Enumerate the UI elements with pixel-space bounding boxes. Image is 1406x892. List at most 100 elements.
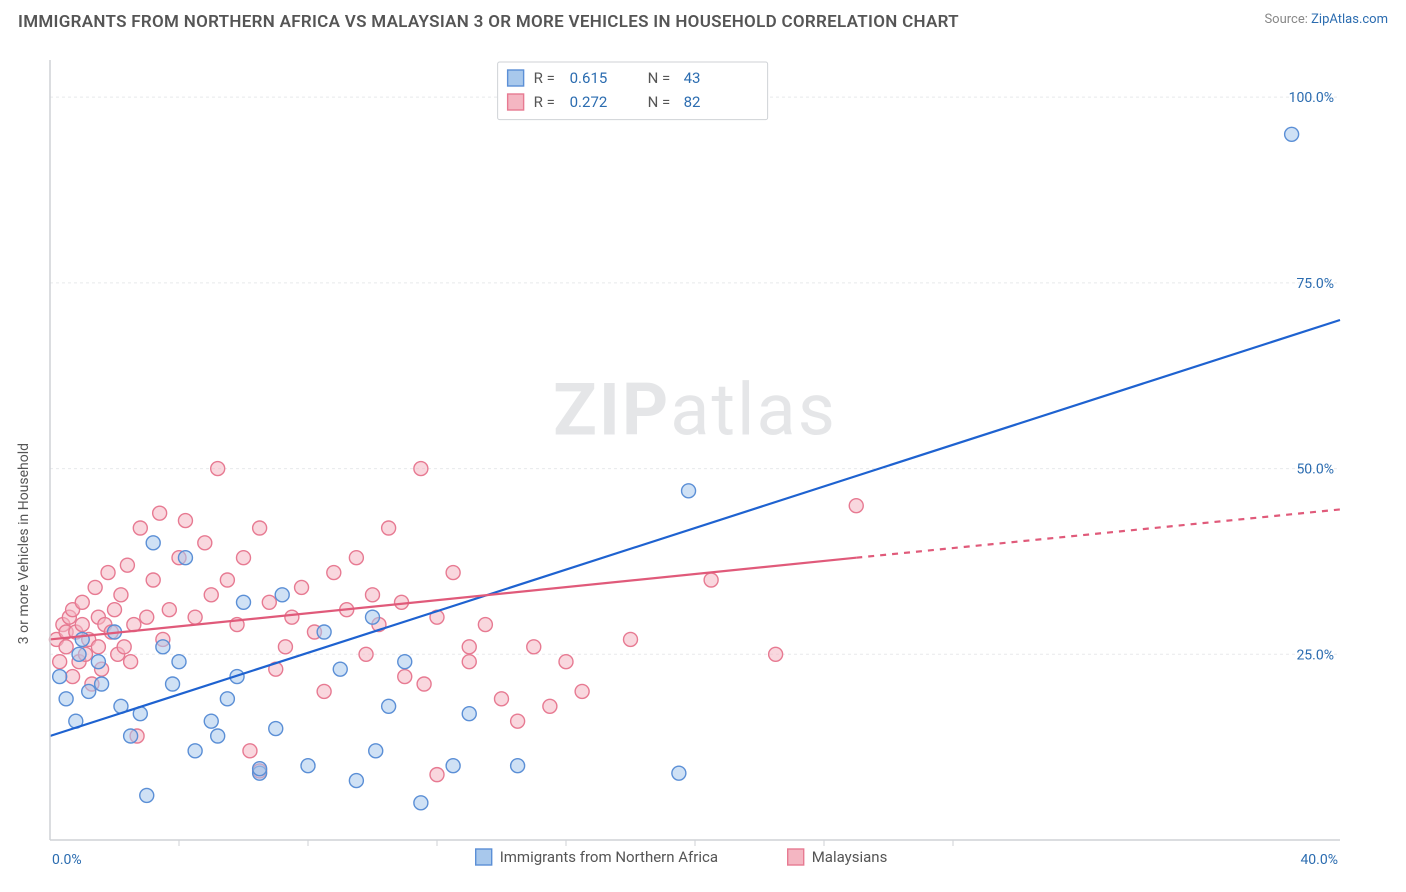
data-point [414, 462, 428, 476]
data-point [188, 744, 202, 758]
data-point [301, 759, 315, 773]
data-point [95, 677, 109, 691]
data-point [88, 580, 102, 594]
data-point [156, 640, 170, 654]
data-point [446, 566, 460, 580]
chart-container: IMMIGRANTS FROM NORTHERN AFRICA VS MALAY… [0, 0, 1406, 892]
data-point [243, 744, 257, 758]
data-point [253, 521, 267, 535]
data-point [430, 768, 444, 782]
legend-swatch [508, 70, 524, 86]
legend-swatch [508, 94, 524, 110]
data-point [682, 484, 696, 498]
source-attribution: Source: ZipAtlas.com [1264, 12, 1388, 27]
data-point [91, 655, 105, 669]
x-tick-label: 0.0% [52, 852, 82, 868]
data-point [124, 729, 138, 743]
data-point [91, 640, 105, 654]
data-point [220, 692, 234, 706]
chart-title: IMMIGRANTS FROM NORTHERN AFRICA VS MALAY… [18, 12, 959, 32]
data-point [101, 566, 115, 580]
data-point [382, 699, 396, 713]
data-point [53, 655, 67, 669]
chart-area: ZIPatlas 0.0% 40.0% 25.0% 50.0% 75.0% 100.0% 3 … [0, 40, 1406, 892]
watermark-text: ZIPatlas [553, 367, 837, 452]
data-point [75, 595, 89, 609]
data-point [511, 759, 525, 773]
legend-r-value: 0.615 [570, 69, 608, 87]
data-point [478, 618, 492, 632]
data-point [117, 640, 131, 654]
data-point [211, 729, 225, 743]
data-point [153, 506, 167, 520]
y-tick-label: 100.0% [1289, 90, 1334, 106]
data-point [543, 699, 557, 713]
legend-n-label: N = [648, 69, 671, 87]
legend-bottom-swatch [476, 849, 492, 865]
scatter-chart-svg: ZIPatlas 0.0% 40.0% 25.0% 50.0% 75.0% 100.0% 3 … [0, 40, 1406, 892]
data-point [108, 603, 122, 617]
data-point [672, 766, 686, 780]
legend-bottom-label: Malaysians [812, 848, 888, 866]
legend-n-value: 43 [684, 69, 701, 87]
data-point [66, 670, 80, 684]
data-point [211, 462, 225, 476]
data-point [462, 655, 476, 669]
data-point [327, 566, 341, 580]
data-point [146, 573, 160, 587]
data-point [82, 684, 96, 698]
data-point [575, 684, 589, 698]
data-point [53, 670, 67, 684]
data-point [295, 580, 309, 594]
data-point [75, 618, 89, 632]
data-point [162, 603, 176, 617]
data-point [769, 647, 783, 661]
y-axis-label: 3 or more Vehicles in Household [16, 443, 32, 644]
data-point [398, 655, 412, 669]
y-tick-label: 50.0% [1296, 462, 1334, 478]
data-point [275, 588, 289, 602]
data-point [527, 640, 541, 654]
x-tick-label: 40.0% [1300, 852, 1338, 868]
legend-r-value: 0.272 [570, 93, 608, 111]
data-point [849, 499, 863, 513]
data-point [446, 759, 460, 773]
data-point [417, 677, 431, 691]
y-tick-label: 75.0% [1296, 276, 1334, 292]
data-point [511, 714, 525, 728]
data-point [278, 640, 292, 654]
data-point [704, 573, 718, 587]
trend-line-series-b-dash [856, 509, 1340, 557]
data-point [262, 595, 276, 609]
data-point [366, 588, 380, 602]
data-point [237, 551, 251, 565]
legend-bottom-label: Immigrants from Northern Africa [500, 848, 718, 866]
data-point [237, 595, 251, 609]
legend-n-value: 82 [684, 93, 701, 111]
data-point [220, 573, 234, 587]
data-point [178, 551, 192, 565]
data-point [333, 662, 347, 676]
y-tick-label: 25.0% [1296, 647, 1334, 663]
title-bar: IMMIGRANTS FROM NORTHERN AFRICA VS MALAY… [0, 0, 1406, 38]
data-point [359, 647, 373, 661]
data-point [59, 640, 73, 654]
data-point [166, 677, 180, 691]
data-point [366, 610, 380, 624]
legend-n-label: N = [648, 93, 671, 111]
data-point [120, 558, 134, 572]
data-point [178, 514, 192, 528]
source-link[interactable]: ZipAtlas.com [1311, 12, 1388, 27]
data-point [317, 684, 331, 698]
data-point [349, 774, 363, 788]
data-point [559, 655, 573, 669]
data-point [133, 521, 147, 535]
data-point [495, 692, 509, 706]
legend-bottom-swatch [788, 849, 804, 865]
data-point [124, 655, 138, 669]
data-point [75, 632, 89, 646]
data-point [317, 625, 331, 639]
data-point [172, 655, 186, 669]
data-point [204, 714, 218, 728]
data-point [462, 640, 476, 654]
